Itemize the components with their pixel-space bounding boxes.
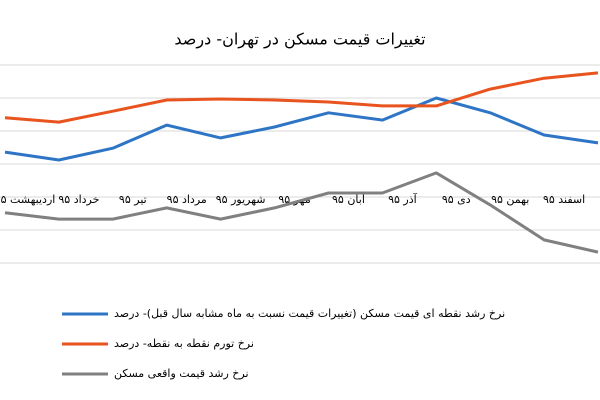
x-tick-label: شهریور ۹۵	[216, 193, 266, 206]
x-tick-label: دی ۹۵	[442, 193, 471, 206]
x-tick-label: مهر ۹۵	[278, 193, 310, 206]
legend-label: نرخ تورم نقطه به نقطه- درصد	[114, 337, 254, 350]
x-tick-label: آبان ۹۵	[332, 192, 366, 206]
x-tick-label: بهمن ۹۵	[491, 193, 529, 206]
series-line	[4, 171, 599, 254]
x-tick-label: اردیبهشت ۹۵	[0, 193, 55, 206]
series-line	[4, 71, 599, 124]
x-tick-label: مرداد ۹۵	[167, 193, 207, 206]
x-tick-label: تیر ۹۵	[119, 193, 147, 206]
chart-title: تغییرات قیمت مسکن در تهران- درصد	[174, 30, 425, 50]
legend-label: نرخ رشد نقطه ای قیمت مسکن (تغییرات قیمت …	[114, 307, 505, 320]
series-line	[4, 96, 599, 162]
x-tick-label: اسفند ۹۵	[543, 193, 585, 206]
x-tick-label: آذر ۹۵	[388, 192, 418, 206]
x-tick-label: خرداد ۹۵	[58, 193, 99, 206]
legend-label: نرخ رشد قیمت واقعی مسکن	[114, 367, 249, 380]
